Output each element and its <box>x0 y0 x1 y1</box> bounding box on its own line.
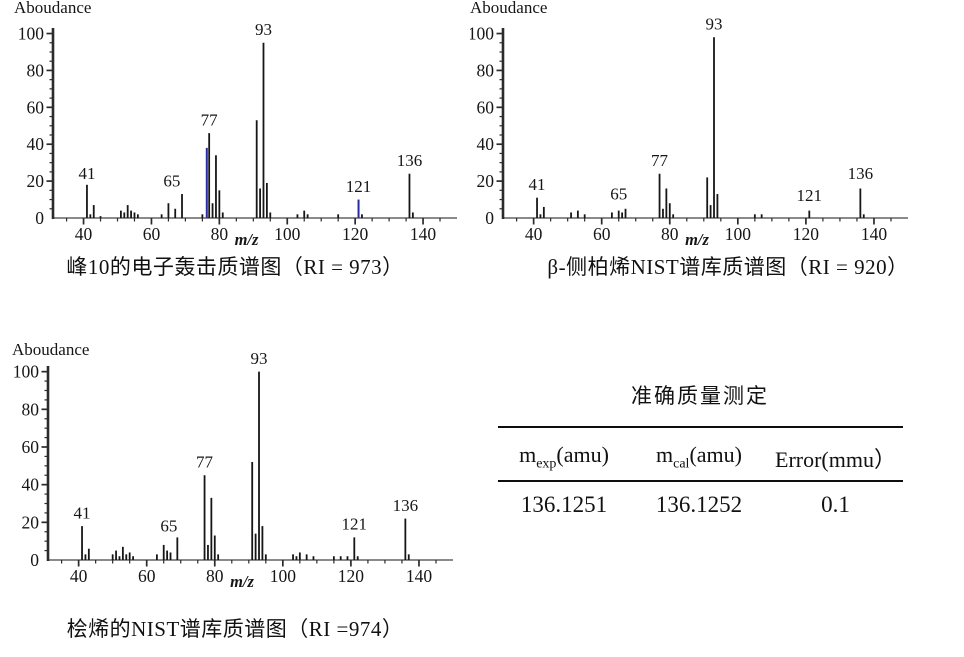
chart-text: 80 <box>27 60 45 80</box>
chart-text: 136 <box>848 164 874 183</box>
chart-text: 120 <box>793 224 820 244</box>
chart-text: 80 <box>661 224 679 244</box>
chart-text: Aboudance <box>14 0 91 17</box>
chart-text: 65 <box>160 517 177 536</box>
chart-text: 136 <box>393 496 419 515</box>
table-top-rule <box>498 426 903 428</box>
chart-text: 60 <box>477 97 495 117</box>
chart-text: 80 <box>211 224 229 244</box>
chart-text: 93 <box>251 349 268 368</box>
mass-spectrum-chart-peak10: 40 60 80 100 120 140 0 20 40 60 80 100 41 65 77 93 121 13… <box>14 0 457 249</box>
chart-text: 121 <box>346 177 372 196</box>
chart-text: 60 <box>27 97 45 117</box>
chart-text: 40 <box>27 134 45 154</box>
chart-text: 121 <box>797 186 823 205</box>
chart-text: 40 <box>70 566 88 586</box>
table-mid-rule <box>498 480 903 482</box>
caption-beta-thujene: β-侧柏烯NIST谱库质谱图（RI = 920） <box>547 255 909 279</box>
chart-text: 140 <box>406 566 433 586</box>
chart-text: 20 <box>27 171 45 191</box>
chart-text: 60 <box>138 566 156 586</box>
chart-text: 40 <box>477 134 495 154</box>
chart-text: 140 <box>410 224 437 244</box>
chart-text: 20 <box>22 512 40 532</box>
chart-text: Aboudance <box>470 0 547 17</box>
chart-text: 100 <box>725 224 752 244</box>
mass-spectrum-chart-sabinene: 40 60 80 100 120 140 0 20 40 60 80 100 41 65 77 93 121 13… <box>12 340 453 591</box>
chart-text: 0 <box>35 208 44 228</box>
chart-text: 65 <box>163 171 180 190</box>
chart-text: 60 <box>593 224 611 244</box>
chart-text: 100 <box>18 24 45 44</box>
chart-text: m/z <box>685 230 709 249</box>
table-value-cell: 136.1251 <box>520 492 608 517</box>
table-header-cell: Error(mmu） <box>775 447 896 472</box>
chart-text: 77 <box>651 151 669 170</box>
table-value-cell: 136.1252 <box>655 492 743 517</box>
chart-text: 140 <box>861 224 888 244</box>
chart-text: 41 <box>74 503 91 522</box>
chart-text: 77 <box>196 453 214 472</box>
chart-text: 100 <box>270 566 297 586</box>
chart-text: 60 <box>143 224 161 244</box>
chart-text: 100 <box>13 362 40 382</box>
chart-text: m/z <box>230 572 254 591</box>
chart-text: 100 <box>470 24 494 44</box>
chart-text: 40 <box>525 224 543 244</box>
chart-text: 77 <box>201 111 219 130</box>
table-header-cell: mexp(amu) <box>519 442 609 472</box>
chart-text: 80 <box>22 399 40 419</box>
chart-text: 93 <box>255 20 272 39</box>
chart-text: 80 <box>477 60 495 80</box>
chart-text: 20 <box>477 171 495 191</box>
table-header-cell: mcal(amu) <box>656 442 742 472</box>
chart-text: 0 <box>485 208 494 228</box>
chart-text: 0 <box>30 550 39 570</box>
table-value-cell: 0.1 <box>821 492 850 517</box>
table-value-row: 136.1251 136.1252 0.1 <box>498 492 903 518</box>
chart-text: 120 <box>342 224 369 244</box>
caption-sabinene: 桧烯的NIST谱库质谱图（RI =974） <box>66 617 404 641</box>
chart-text: 41 <box>529 175 546 194</box>
chart-text: 80 <box>206 566 224 586</box>
chart-text: 93 <box>706 15 723 34</box>
chart-text: m/z <box>235 230 259 249</box>
table-header-row: mexp(amu) mcal(amu) Error(mmu） <box>498 442 903 474</box>
chart-text: 121 <box>342 515 368 534</box>
table-title: 准确质量测定 <box>631 384 769 408</box>
chart-text: 120 <box>338 566 365 586</box>
mass-spectrum-chart-beta-thujene: 40 60 80 100 120 140 0 20 40 60 80 100 41 65 77 93 121 13… <box>470 0 908 249</box>
chart-text: 60 <box>22 437 40 457</box>
chart-text: 65 <box>610 184 627 203</box>
caption-peak10: 峰10的电子轰击质谱图（RI = 973） <box>66 255 404 279</box>
chart-text: 40 <box>75 224 93 244</box>
chart-text: 136 <box>397 151 423 170</box>
chart-text: Aboudance <box>12 340 89 359</box>
chart-text: 40 <box>22 475 40 495</box>
accurate-mass-table: 准确质量测定 mexp(amu) mcal(amu) Error(mmu） 136.… <box>480 368 950 568</box>
chart-text: 41 <box>78 164 95 183</box>
chart-text: 100 <box>274 224 301 244</box>
